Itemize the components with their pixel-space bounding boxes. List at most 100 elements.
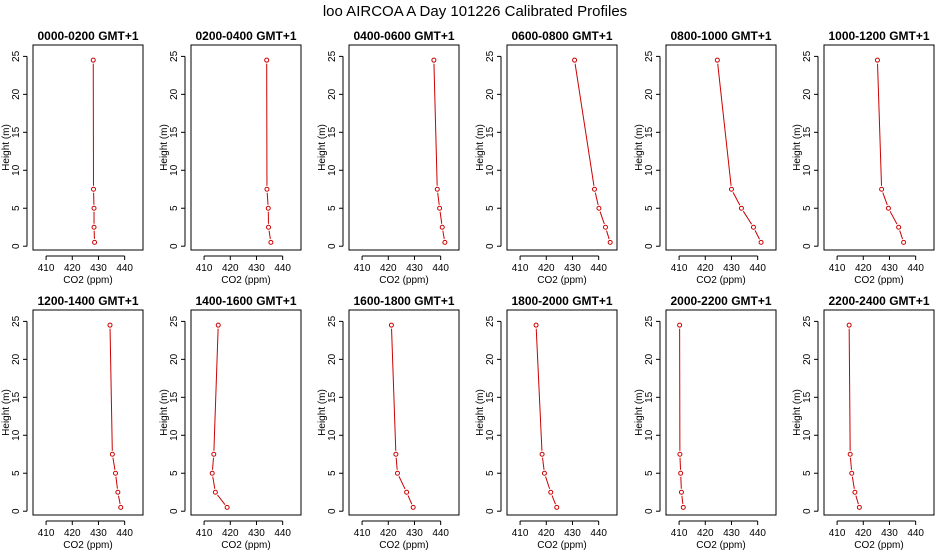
data-point xyxy=(548,489,554,495)
profile-segment xyxy=(433,63,438,186)
y-tick-label: 10 xyxy=(169,164,180,176)
profile-segment xyxy=(551,495,556,505)
x-tick-label: 440 xyxy=(749,263,766,274)
data-point xyxy=(224,504,230,510)
x-tick-label: 440 xyxy=(116,528,133,539)
x-tick-label: 410 xyxy=(354,528,371,539)
data-point xyxy=(541,470,547,476)
profile-segment xyxy=(266,192,269,205)
data-point xyxy=(856,504,862,510)
y-tick-label: 20 xyxy=(327,88,338,100)
y-tick-label: 0 xyxy=(802,508,813,514)
panel-title: 2000-2200 GMT+1 xyxy=(670,294,771,308)
x-tick-label: 430 xyxy=(248,528,265,539)
data-point xyxy=(874,57,880,63)
x-axis-label: CO2 (ppm) xyxy=(696,540,745,550)
y-tick-label: 20 xyxy=(11,353,22,365)
profile-segment xyxy=(594,192,599,205)
y-tick-label: 20 xyxy=(327,353,338,365)
x-tick-label: 430 xyxy=(564,528,581,539)
data-point xyxy=(113,470,118,476)
profile-segment xyxy=(391,328,397,451)
chart-panel: 1200-1400 GMT+1 410 420 430 440 CO2 (ppm) 0 5 10… xyxy=(1,294,144,550)
chart-panel: 2200-2400 GMT+1 410 420 430 440 CO2 (ppm) 0 5 10… xyxy=(792,294,935,550)
x-tick-label: 430 xyxy=(90,528,107,539)
plot-frame xyxy=(506,309,618,516)
profile-segment xyxy=(899,230,904,240)
y-tick-label: 5 xyxy=(485,205,496,211)
y-tick-label: 25 xyxy=(644,50,655,62)
x-tick-label: 410 xyxy=(38,263,55,274)
y-axis-label: Height (m) xyxy=(1,389,12,436)
y-tick-label: 15 xyxy=(802,391,813,403)
y-tick-label: 0 xyxy=(169,508,180,514)
y-axis-label: Height (m) xyxy=(792,389,803,436)
y-tick-label: 0 xyxy=(327,243,338,249)
x-tick-label: 410 xyxy=(196,528,213,539)
profile-segment xyxy=(732,192,741,206)
y-tick-label: 15 xyxy=(169,391,180,403)
y-tick-label: 0 xyxy=(485,508,496,514)
x-tick-label: 410 xyxy=(671,263,688,274)
y-tick-label: 15 xyxy=(327,391,338,403)
profile-segment xyxy=(545,476,551,490)
data-point xyxy=(847,451,853,457)
plot-frame xyxy=(32,44,144,251)
x-tick-label: 410 xyxy=(829,263,846,274)
y-tick-label: 5 xyxy=(327,470,338,476)
data-point xyxy=(439,224,445,230)
x-tick-label: 440 xyxy=(274,263,291,274)
data-point xyxy=(211,451,217,457)
y-tick-label: 15 xyxy=(327,126,338,138)
y-tick-label: 5 xyxy=(802,205,813,211)
y-tick-label: 15 xyxy=(485,126,496,138)
profile-segment xyxy=(742,210,753,225)
data-point xyxy=(554,504,560,510)
data-point xyxy=(107,322,113,328)
data-point xyxy=(896,224,902,230)
y-tick-label: 5 xyxy=(644,470,655,476)
chart-panel: 1400-1600 GMT+1 410 420 430 440 CO2 (ppm) 0 5 10… xyxy=(159,294,302,550)
profile-segment xyxy=(439,211,443,224)
x-tick-label: 430 xyxy=(723,528,740,539)
x-axis-label: CO2 (ppm) xyxy=(537,540,586,550)
x-tick-label: 420 xyxy=(380,528,397,539)
plot-frame xyxy=(823,309,935,516)
x-tick-label: 410 xyxy=(512,528,529,539)
y-tick-label: 0 xyxy=(327,508,338,514)
data-point xyxy=(758,239,764,245)
data-point xyxy=(91,224,97,230)
x-tick-label: 410 xyxy=(354,263,371,274)
y-tick-label: 5 xyxy=(327,205,338,211)
y-tick-label: 5 xyxy=(169,205,180,211)
data-point xyxy=(90,57,96,63)
x-tick-label: 420 xyxy=(64,528,81,539)
chart-panel: 0600-0800 GMT+1 410 420 430 440 CO2 (ppm) 0 5 10… xyxy=(475,29,618,286)
y-axis-label: Height (m) xyxy=(634,124,645,171)
x-tick-label: 440 xyxy=(116,263,133,274)
y-tick-label: 20 xyxy=(169,88,180,100)
y-tick-label: 20 xyxy=(644,88,655,100)
x-tick-label: 410 xyxy=(196,263,213,274)
profile-segment xyxy=(212,457,214,470)
x-tick-label: 420 xyxy=(222,263,239,274)
chart-panel: 0000-0200 GMT+1 410 420 430 440 CO2 (ppm) 0 5 10… xyxy=(1,29,144,286)
data-point xyxy=(431,57,437,63)
y-tick-label: 10 xyxy=(485,429,496,441)
data-point xyxy=(879,186,885,192)
x-axis-label: CO2 (ppm) xyxy=(63,540,112,550)
x-tick-label: 420 xyxy=(697,263,714,274)
y-axis-label: Height (m) xyxy=(159,389,170,436)
x-tick-label: 430 xyxy=(723,263,740,274)
x-tick-label: 410 xyxy=(671,528,688,539)
profile-segment xyxy=(717,63,732,186)
x-tick-label: 420 xyxy=(538,263,555,274)
y-tick-label: 15 xyxy=(802,126,813,138)
x-tick-label: 440 xyxy=(274,528,291,539)
profile-segment xyxy=(268,230,271,240)
panel-title: 1800-2000 GMT+1 xyxy=(511,294,612,308)
data-point xyxy=(394,470,400,476)
y-tick-label: 10 xyxy=(327,164,338,176)
chart-panel: 0800-1000 GMT+1 410 420 430 440 CO2 (ppm) 0 5 10… xyxy=(634,29,777,286)
data-point xyxy=(115,489,121,495)
